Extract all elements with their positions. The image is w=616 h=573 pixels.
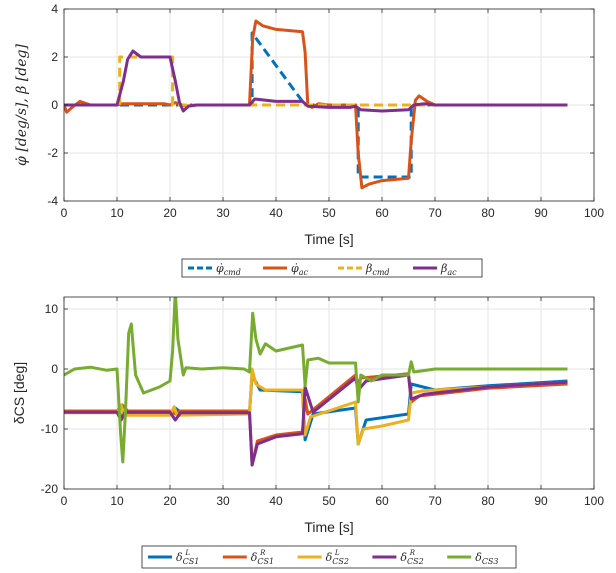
bottom-tick-labels: 0 10 20 30 40 50 60 70 80 90 100 -20 -10 0 10 [41, 297, 604, 508]
x-tick-label: 90 [534, 206, 548, 220]
x-tick-label: 40 [269, 206, 283, 220]
x-tick-label: 50 [322, 206, 336, 220]
x-tick-label: 70 [428, 494, 442, 508]
y-tick-label: 10 [45, 302, 59, 316]
bottom-series-group [64, 297, 568, 467]
x-tick-label: 50 [322, 494, 336, 508]
series-line [64, 373, 568, 467]
x-tick-label: 20 [163, 494, 177, 508]
x-tick-label: 0 [61, 494, 68, 508]
legend-subscript: CS1 [257, 557, 274, 566]
legend-superscript: R [409, 549, 416, 557]
x-tick-label: 30 [216, 206, 230, 220]
y-tick-label: -10 [41, 422, 59, 436]
y-tick-label: 2 [51, 50, 58, 64]
series-line [64, 49, 568, 113]
top-tick-labels: 0 10 20 30 40 50 60 70 80 90 100 -4 -2 0 2 4 [47, 2, 604, 220]
top-chart-panel: 0 10 20 30 40 50 60 70 80 90 100 -4 -2 0 2 4 Time [s] φ… [14, 2, 604, 247]
x-tick-label: 90 [534, 494, 548, 508]
y-tick-label: 0 [51, 362, 58, 376]
series-line [64, 367, 568, 446]
legend-subscript: ac [299, 268, 309, 277]
x-tick-label: 40 [269, 494, 283, 508]
y-tick-label: 4 [51, 2, 58, 16]
top-y-axis-label: φ̇ [deg/s], β [deg] [14, 44, 30, 166]
legend-box [141, 545, 517, 569]
bottom-chart-panel: 0 10 20 30 40 50 60 70 80 90 100 -20 -10 0 10 Time [s]… [11, 296, 604, 535]
legend-subscript: cmd [372, 268, 389, 277]
x-tick-label: 20 [163, 206, 177, 220]
legend-superscript: L [334, 549, 340, 557]
x-tick-label: 60 [375, 494, 389, 508]
bottom-x-axis-label: Time [s] [304, 519, 353, 535]
x-tick-label: 100 [584, 494, 604, 508]
legend-subscript: CS2 [332, 557, 349, 566]
y-tick-label: -2 [47, 146, 58, 160]
bottom-y-axis-label: δCS [deg] [11, 362, 27, 424]
x-tick-label: 100 [584, 206, 604, 220]
x-tick-label: 70 [428, 206, 442, 220]
x-tick-label: 60 [375, 206, 389, 220]
legend-subscript: CS2 [407, 557, 424, 566]
x-tick-label: 10 [110, 494, 124, 508]
x-tick-label: 80 [481, 206, 495, 220]
top-legend: φ̇cmd φ̇ac βcmd βac [181, 258, 483, 278]
x-tick-label: 30 [216, 494, 230, 508]
legend-superscript: R [259, 549, 266, 557]
bottom-legend: δCS1L δCS1R δCS2L δCS2R δCS3 [141, 545, 517, 569]
series-line [64, 297, 568, 464]
y-tick-label: -20 [41, 482, 59, 496]
top-x-axis-label: Time [s] [304, 231, 353, 247]
y-tick-label: 0 [51, 98, 58, 112]
x-tick-label: 80 [481, 494, 495, 508]
legend-subscript: CS1 [183, 557, 200, 566]
y-tick-label: -4 [47, 194, 58, 208]
legend-subscript: cmd [224, 268, 241, 277]
legend-subscript: ac [447, 268, 457, 277]
top-series-group [64, 19, 568, 190]
legend-subscript: CS3 [482, 557, 499, 566]
legend-box [181, 258, 483, 278]
series-line [64, 55, 568, 107]
x-tick-label: 0 [61, 206, 68, 220]
legend-superscript: L [184, 549, 190, 557]
x-tick-label: 10 [110, 206, 124, 220]
